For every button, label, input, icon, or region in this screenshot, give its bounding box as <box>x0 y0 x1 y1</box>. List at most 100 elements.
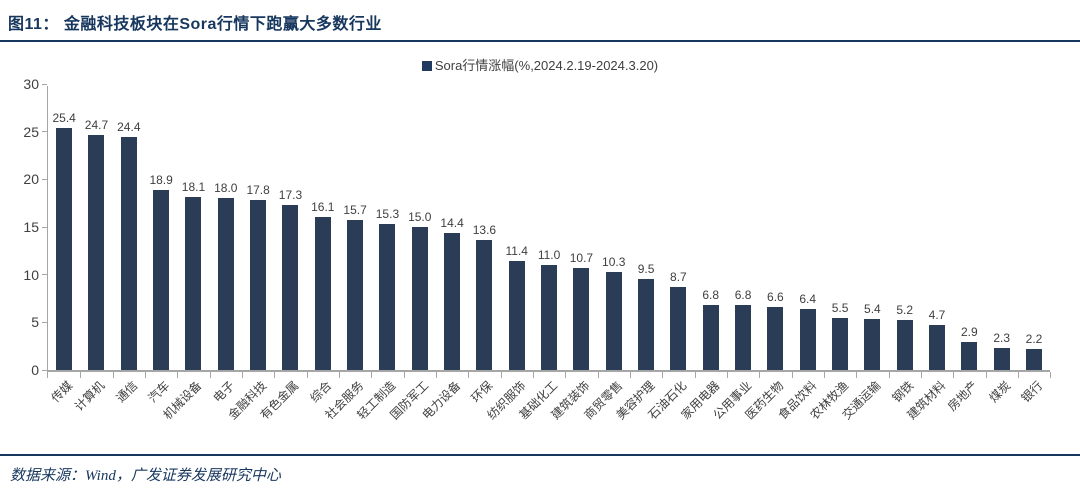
bar-value-label: 15.7 <box>343 203 367 218</box>
bar <box>411 227 428 370</box>
bar-value-label: 9.5 <box>637 262 655 277</box>
bar <box>767 307 784 370</box>
x-axis-tick <box>500 372 502 378</box>
x-axis-tick <box>791 372 793 378</box>
bar <box>670 287 687 370</box>
x-axis-tick <box>565 372 567 378</box>
x-axis-tick <box>241 372 243 378</box>
bar <box>153 189 170 370</box>
x-axis-tick <box>144 372 146 378</box>
bar-value-label: 8.7 <box>670 270 687 285</box>
x-axis-tick <box>306 372 308 378</box>
bar-column: 14.4 电力设备 <box>420 86 470 422</box>
bar-value-label: 18.9 <box>149 172 173 187</box>
bar-value-label: 13.6 <box>472 223 497 238</box>
bar <box>864 318 881 370</box>
bar-column: 6.4 食品饮料 <box>775 86 825 422</box>
legend-label: Sora行情涨幅(%,2024.2.19-2024.3.20) <box>434 58 659 73</box>
bar-column: 5.2 钢铁 <box>889 86 922 405</box>
bar-column: 24.7 计算机 <box>72 86 114 414</box>
bar-value-label: 18.0 <box>214 181 238 196</box>
bar-value-label: 10.3 <box>602 254 626 269</box>
x-axis-tick <box>468 372 470 378</box>
figure-header: 图11： 金融科技板块在Sora行情下跑赢大多数行业 <box>0 0 1080 34</box>
y-axis-label: 25 <box>23 123 39 140</box>
bar-value-label: 11.4 <box>505 244 528 259</box>
bar-column: 11.0 基础化工 <box>517 86 567 422</box>
bar-column: 18.1 机械设备 <box>161 86 211 422</box>
y-axis-label: 15 <box>23 219 39 235</box>
bar <box>314 216 331 370</box>
bar <box>993 348 1010 370</box>
y-axis-tick <box>42 321 47 323</box>
bar-column: 10.7 建筑装饰 <box>549 86 599 422</box>
chart-plot-wrapper: 0 5 10 15 20 25 30 25.4 传媒 24.7 计算机 24.4 通信 18.9 汽车 18.… <box>23 77 1052 422</box>
bar-value-label: 5.4 <box>864 301 881 316</box>
bar-column: 17.3 有色金属 <box>258 86 308 422</box>
bar-value-label: 17.8 <box>246 183 270 198</box>
bar <box>185 197 202 370</box>
bar-value-label: 4.7 <box>928 308 946 323</box>
bar-value-label: 25.4 <box>52 110 76 125</box>
bar-column: 9.5 美容护理 <box>614 86 664 422</box>
bar-column: 13.6 环保 <box>468 86 502 405</box>
bar <box>832 317 849 370</box>
bar-column: 5.4 交通运输 <box>840 86 890 422</box>
bar-value-label: 2.3 <box>993 331 1011 346</box>
x-axis-tick <box>888 372 890 378</box>
y-axis-tick <box>42 131 47 133</box>
x-axis-tick <box>209 372 211 378</box>
bar-column: 5.5 农林牧渔 <box>808 86 858 422</box>
bar-column: 2.2 银行 <box>1018 86 1052 405</box>
chart-legend: Sora行情涨幅(%,2024.2.19-2024.3.20) <box>0 58 1080 78</box>
y-axis-tick <box>42 369 47 371</box>
x-axis-tick <box>338 372 340 378</box>
bar-column: 15.0 国防军工 <box>387 86 437 422</box>
x-axis-tick <box>112 372 114 378</box>
bar-column: 25.4 传媒 <box>48 86 82 405</box>
bar-value-label: 17.3 <box>278 188 303 203</box>
title-divider <box>0 40 1080 42</box>
bar-value-label: 16.1 <box>311 199 335 214</box>
x-axis-tick <box>985 372 987 378</box>
bar <box>56 127 73 370</box>
x-axis-label: 银行 <box>1018 378 1046 406</box>
footer-divider <box>0 454 1080 456</box>
bar-value-label: 6.6 <box>767 290 784 305</box>
bar <box>799 309 816 370</box>
bar-column: 4.7 建筑材料 <box>904 86 955 422</box>
bar <box>282 205 299 370</box>
y-axis-label: 5 <box>31 314 39 331</box>
legend-swatch-icon <box>421 61 432 71</box>
bar-column: 10.3 商贸零售 <box>581 86 631 422</box>
x-axis-tick <box>856 372 858 378</box>
bar <box>1026 349 1042 370</box>
bar-value-label: 10.7 <box>569 251 594 265</box>
x-axis-tick <box>532 372 534 378</box>
bar-column: 6.6 医药生物 <box>743 86 793 422</box>
bar <box>702 305 719 370</box>
bar <box>541 265 558 370</box>
x-axis-tick <box>823 372 825 378</box>
x-axis-label: 房地产 <box>945 378 981 414</box>
bar-column: 15.3 轻工制造 <box>355 86 405 422</box>
y-axis-tick <box>42 83 47 85</box>
bar-column: 6.8 公用事业 <box>711 86 761 422</box>
x-axis-tick <box>726 372 728 378</box>
bar-value-label: 24.4 <box>117 120 141 135</box>
bar <box>605 271 622 370</box>
figure-title: 图11： 金融科技板块在Sora行情下跑赢大多数行业 <box>8 16 382 33</box>
bar <box>88 134 105 370</box>
x-axis-tick <box>371 372 373 378</box>
bar <box>735 305 752 370</box>
bar <box>961 342 978 370</box>
bar <box>573 268 590 370</box>
bar-value-label: 5.2 <box>896 303 914 318</box>
x-axis-tick <box>920 372 922 378</box>
x-axis-tick <box>597 372 599 378</box>
y-axis-tick <box>42 178 47 180</box>
bar-column: 6.8 家用电器 <box>678 86 728 422</box>
x-axis-tick <box>953 372 955 378</box>
bar <box>638 279 655 370</box>
